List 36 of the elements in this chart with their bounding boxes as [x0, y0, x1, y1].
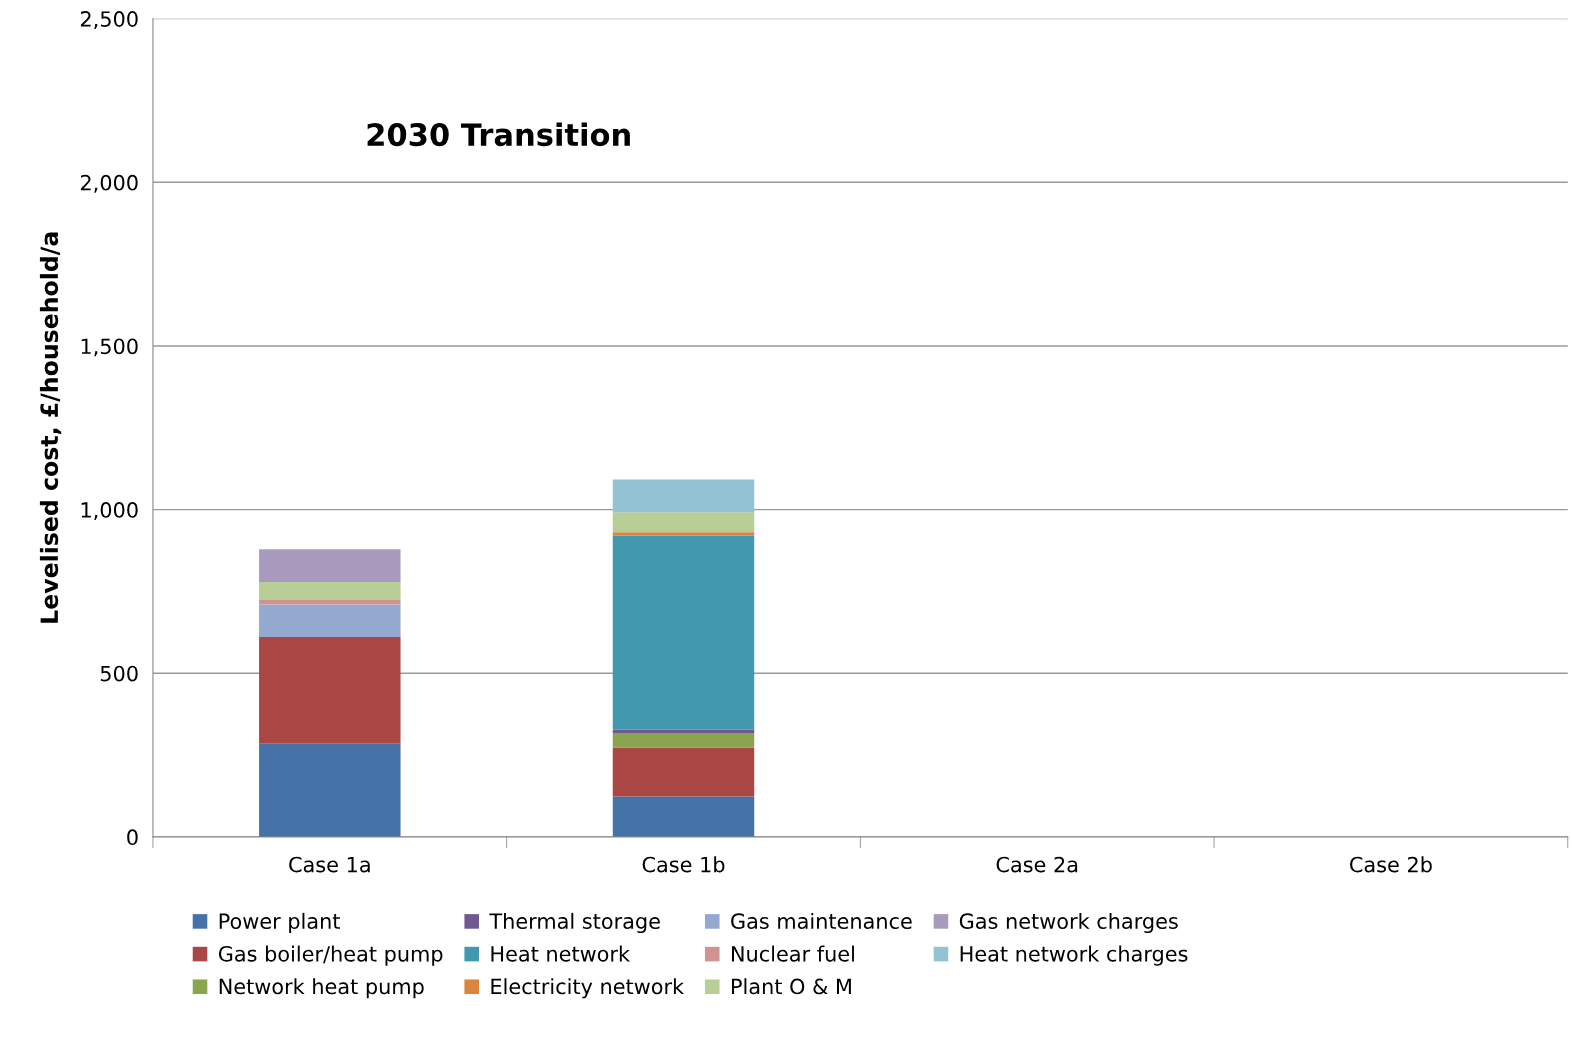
x-tick-label: Case 2b [1350, 856, 1432, 873]
bar [612, 747, 755, 797]
bar [612, 796, 755, 837]
legend-label: Gas network charges [959, 912, 1178, 934]
y-tick-label: 0 [127, 829, 138, 846]
legend-label: Power plant [219, 912, 340, 934]
legend-label: Nuclear fuel [732, 945, 854, 962]
bar [612, 532, 755, 536]
legend-label: Gas boiler/heat pump [218, 945, 443, 966]
bar [259, 549, 401, 582]
y-tick-label: 2,000 [80, 174, 138, 193]
legend-label: Plant O & M [732, 978, 851, 995]
y-tick-label: 1,000 [81, 502, 138, 520]
bar [612, 479, 755, 513]
y-tick-label: 2,500 [80, 11, 138, 29]
legend-label: Network heat pump [219, 978, 424, 999]
legend-label: Electricity network [491, 978, 685, 999]
y-tick-label: 1,500 [81, 338, 138, 357]
bar [612, 729, 755, 734]
legend-label: Heat network charges [960, 945, 1188, 966]
x-tick-label: Case 1b [642, 856, 725, 873]
text: 2030 Transition [367, 122, 630, 147]
bar [259, 743, 401, 837]
bar [259, 581, 401, 600]
x-tick-label: Case 1a [289, 856, 370, 873]
legend-label: Gas maintenance [731, 912, 912, 930]
x-tick-label: Case 2a [996, 856, 1078, 873]
y-axis-title: Levelised cost, £/household/a [39, 232, 62, 623]
bar [612, 733, 755, 748]
legend-label: Heat network [491, 945, 630, 962]
bar [259, 604, 401, 637]
bar [612, 535, 755, 730]
bar [259, 636, 401, 744]
bar [612, 512, 755, 533]
y-tick-label: 500 [100, 665, 138, 682]
legend-label: Thermal storage [489, 912, 660, 934]
